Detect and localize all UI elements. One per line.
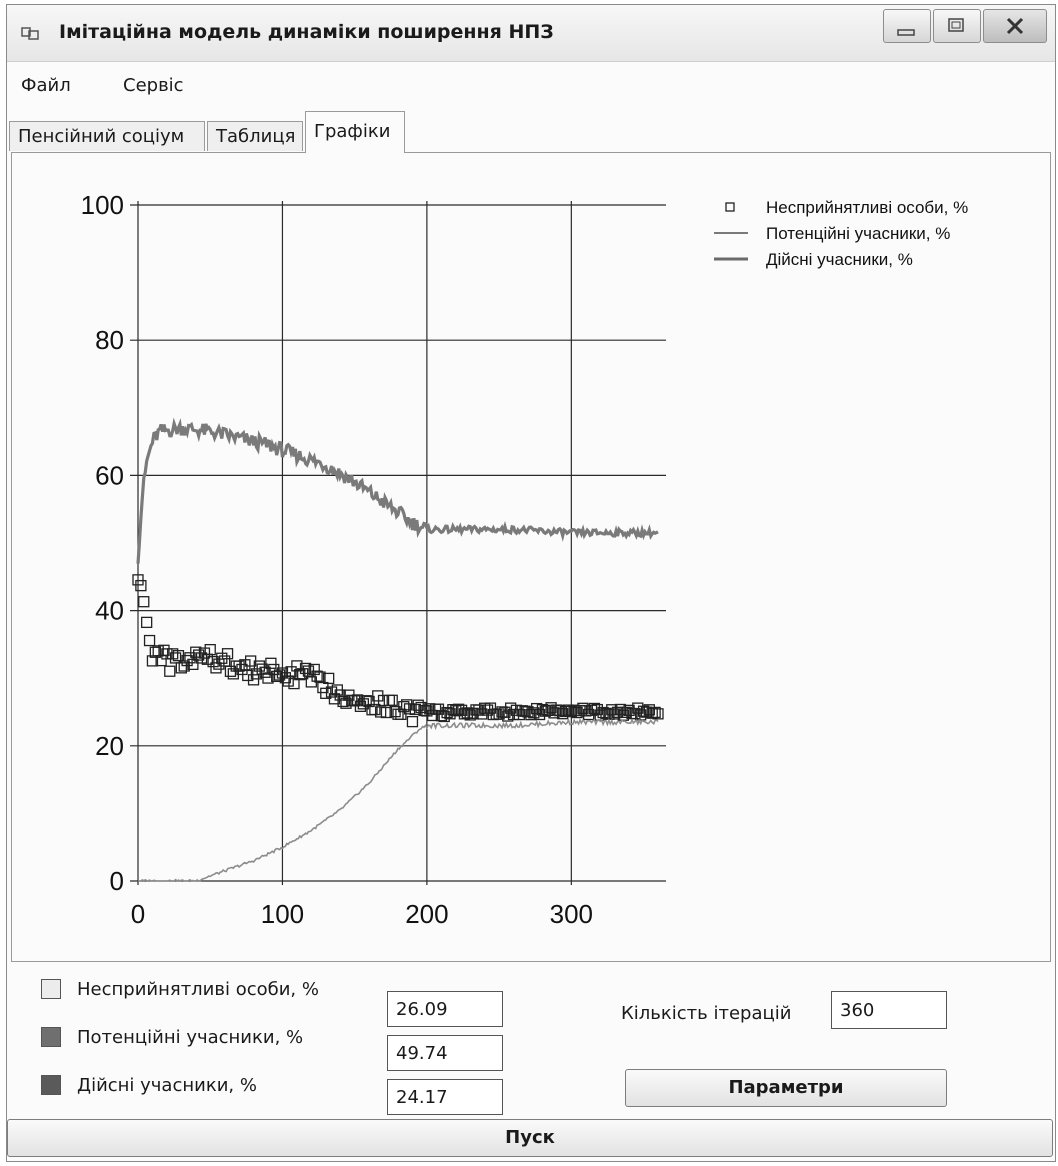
iterations-input[interactable]: 360	[831, 991, 947, 1029]
legend-label: Потенційні учасники, %	[766, 224, 950, 243]
color-swatch	[41, 1075, 61, 1095]
tab-table[interactable]: Таблиця	[207, 121, 303, 151]
series-nonsusceptible	[133, 575, 663, 727]
y-tick-label: 80	[95, 325, 124, 355]
y-tick-label: 40	[95, 596, 124, 626]
legend-row-actual: Дійсні учасники, %	[41, 1071, 257, 1099]
menu-service[interactable]: Сервіс	[123, 75, 184, 96]
window-controls	[881, 9, 1047, 43]
y-tick-label: 0	[110, 866, 124, 896]
tab-pension-society[interactable]: Пенсійний соціум	[9, 121, 205, 151]
data-point-square	[136, 581, 146, 591]
line-chart: 0 20 40 60 80 100 0 100 200 300 Несприйнятливі осо…	[12, 153, 1050, 961]
legend-label: Несприйнятливі особи, %	[766, 198, 968, 217]
legend-row-nonsusceptible: Несприйнятливі особи, %	[41, 975, 319, 1003]
data-point-square	[142, 617, 152, 627]
data-point-square	[407, 717, 417, 727]
legend-row-potential: Потенційні учасники, %	[41, 1023, 303, 1051]
legend-label: Дійсні учасники, %	[77, 1075, 257, 1096]
nonsusceptible-value-field[interactable]: 26.09	[387, 991, 503, 1027]
tab-charts[interactable]: Графіки	[305, 111, 405, 153]
chart-legend: Несприйнятливі особи, % Потенційні учасни…	[714, 198, 968, 269]
app-icon	[21, 25, 39, 41]
title-bar: Імітаційна модель динаміки поширення НПЗ	[7, 5, 1055, 62]
color-swatch	[41, 979, 61, 999]
data-point-square	[165, 666, 175, 676]
x-tick-label: 200	[405, 899, 448, 929]
x-tick-label: 0	[131, 899, 145, 929]
x-tick-label: 300	[550, 899, 593, 929]
bottom-panel: Несприйнятливі особи, % Потенційні учасн…	[7, 963, 1055, 1163]
iterations-label: Кількість ітерацій	[621, 1003, 791, 1024]
actual-value-field[interactable]: 24.17	[387, 1079, 503, 1115]
tab-strip: Пенсійний соціум Таблиця Графіки	[7, 111, 1055, 153]
minimize-icon[interactable]	[883, 9, 931, 43]
y-tick-label: 20	[95, 731, 124, 761]
params-button[interactable]: Параметри	[625, 1069, 947, 1107]
data-point-square	[393, 709, 403, 719]
color-swatch	[41, 1027, 61, 1047]
charts-panel: 0 20 40 60 80 100 0 100 200 300 Несприйнятливі осо…	[11, 152, 1051, 962]
series-potential-line	[138, 424, 658, 564]
data-point-square	[384, 695, 394, 705]
data-point-square	[145, 636, 155, 646]
close-icon[interactable]	[983, 9, 1047, 43]
series-actual-line	[138, 720, 658, 881]
app-window: Імітаційна модель динаміки поширення НПЗ…	[6, 4, 1056, 1162]
x-tick-label: 100	[261, 899, 304, 929]
y-tick-label: 100	[81, 190, 124, 220]
legend-marker-square	[726, 203, 734, 211]
legend-label: Потенційні учасники, %	[77, 1027, 303, 1048]
window-title: Імітаційна модель динаміки поширення НПЗ	[59, 21, 554, 43]
potential-value-field[interactable]: 49.74	[387, 1035, 503, 1071]
y-tick-label: 60	[95, 460, 124, 490]
legend-label: Несприйнятливі особи, %	[77, 979, 319, 1000]
data-point-square	[139, 597, 149, 607]
legend-label: Дійсні учасники, %	[766, 250, 913, 269]
data-point-square	[214, 659, 224, 669]
menu-file[interactable]: Файл	[21, 75, 71, 96]
maximize-icon[interactable]	[933, 9, 981, 43]
start-button[interactable]: Пуск	[7, 1119, 1053, 1157]
